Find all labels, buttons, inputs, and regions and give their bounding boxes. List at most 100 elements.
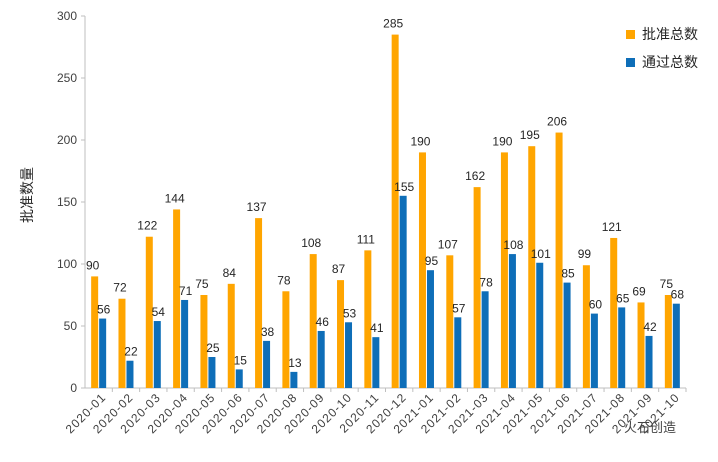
data-label: 78 xyxy=(277,273,291,287)
bar-passed xyxy=(563,282,571,388)
bar-approved xyxy=(528,146,536,388)
data-label: 195 xyxy=(520,128,540,142)
bar-approved xyxy=(582,265,590,388)
data-label: 122 xyxy=(137,219,157,233)
watermark-text: 火石创造 xyxy=(624,420,676,435)
bar-approved xyxy=(173,209,181,388)
legend-label: 批准总数 xyxy=(642,26,698,42)
data-label: 85 xyxy=(561,267,575,281)
y-tick-label: 250 xyxy=(57,71,77,85)
data-label: 90 xyxy=(86,258,100,272)
data-label: 78 xyxy=(479,275,493,289)
bar-passed xyxy=(345,322,353,388)
data-label: 101 xyxy=(531,247,551,261)
bar-approved xyxy=(200,295,208,388)
y-tick-label: 150 xyxy=(57,195,77,209)
data-label: 206 xyxy=(547,115,567,129)
data-label: 75 xyxy=(195,277,209,291)
data-label: 54 xyxy=(152,305,166,319)
data-label: 41 xyxy=(370,321,384,335)
data-label: 15 xyxy=(234,353,248,367)
data-label: 69 xyxy=(632,284,646,298)
bar-approved xyxy=(337,280,345,388)
data-label: 155 xyxy=(394,180,414,194)
data-label: 144 xyxy=(165,191,185,205)
y-tick-label: 0 xyxy=(70,381,77,395)
data-label: 38 xyxy=(261,325,275,339)
data-label: 75 xyxy=(660,277,674,291)
data-label: 71 xyxy=(179,284,193,298)
data-label: 108 xyxy=(503,238,523,252)
bar-approved xyxy=(91,276,99,388)
data-label: 285 xyxy=(383,17,403,31)
bar-passed xyxy=(208,357,216,388)
data-label: 57 xyxy=(452,301,466,315)
y-tick-label: 50 xyxy=(64,319,78,333)
bar-approved xyxy=(364,250,372,388)
data-label: 121 xyxy=(602,220,622,234)
bar-approved xyxy=(309,254,317,388)
data-label: 53 xyxy=(343,306,357,320)
data-label: 190 xyxy=(410,134,430,148)
bar-approved xyxy=(664,295,672,388)
y-tick-label: 100 xyxy=(57,257,77,271)
data-label: 42 xyxy=(643,320,657,334)
bar-passed xyxy=(181,299,189,388)
data-label: 65 xyxy=(616,291,630,305)
bar-passed xyxy=(372,337,380,388)
data-label: 46 xyxy=(316,315,330,329)
data-label: 22 xyxy=(124,345,138,359)
bar-approved xyxy=(391,34,399,388)
bar-passed xyxy=(454,317,462,388)
bar-passed xyxy=(235,369,243,388)
bar-passed xyxy=(618,307,626,388)
bar-approved xyxy=(500,152,508,388)
bar-passed xyxy=(536,262,544,388)
y-tick-label: 200 xyxy=(57,133,77,147)
bar-passed xyxy=(263,340,271,388)
data-label: 84 xyxy=(223,266,237,280)
data-label: 60 xyxy=(589,298,603,312)
bar-passed xyxy=(317,330,325,388)
bar-approved xyxy=(282,291,290,388)
bar-approved xyxy=(473,187,481,388)
bar-passed xyxy=(508,254,516,388)
data-label: 72 xyxy=(113,281,127,295)
bar-approved xyxy=(637,302,645,388)
bar-passed xyxy=(672,303,680,388)
bar-passed xyxy=(153,321,161,388)
data-label: 13 xyxy=(288,356,302,370)
bars xyxy=(91,34,680,388)
data-label: 107 xyxy=(438,237,458,251)
bar-passed xyxy=(645,335,653,388)
data-label: 68 xyxy=(671,288,685,302)
bar-approved xyxy=(118,298,126,388)
data-label: 99 xyxy=(578,247,592,261)
bar-approved xyxy=(418,152,426,388)
y-axis-label: 批准数量 xyxy=(19,167,35,223)
data-label: 137 xyxy=(247,200,267,214)
bar-passed xyxy=(590,313,598,388)
data-label: 56 xyxy=(97,303,111,317)
bar-passed xyxy=(99,318,107,388)
watermark: 火石创造 xyxy=(624,420,676,435)
data-label: 108 xyxy=(301,236,321,250)
bar-approved xyxy=(227,283,235,388)
bar-passed xyxy=(481,291,489,388)
bar-passed xyxy=(399,195,407,388)
bar-approved xyxy=(255,218,263,388)
data-label: 87 xyxy=(332,262,346,276)
bar-approved xyxy=(446,255,454,388)
data-label: 95 xyxy=(425,254,439,268)
bar-approved xyxy=(145,236,153,388)
data-label: 162 xyxy=(465,169,485,183)
bar-passed xyxy=(126,360,134,388)
y-tick-label: 300 xyxy=(57,9,77,23)
bar-passed xyxy=(426,270,434,388)
bar-approved xyxy=(610,237,618,388)
data-label: 111 xyxy=(357,232,376,246)
legend-label: 通过总数 xyxy=(642,54,698,70)
